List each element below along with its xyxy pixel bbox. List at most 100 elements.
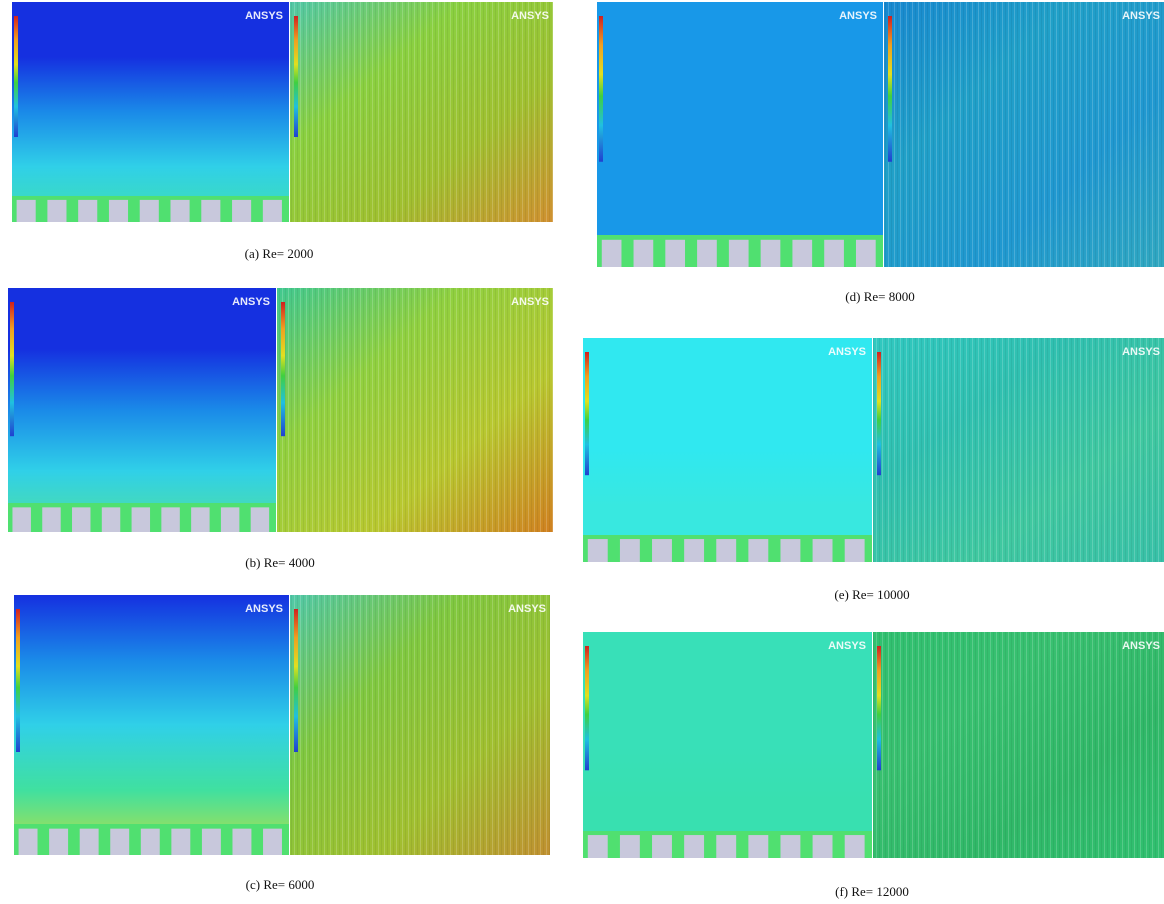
fin [201,200,220,222]
fin [697,240,717,267]
fin [729,240,749,267]
legend-bar [877,352,881,475]
fin [191,507,209,532]
fin [716,539,736,562]
fin [780,539,800,562]
fin [232,829,251,855]
fin [824,240,844,267]
fin [72,507,90,532]
temperature-field [12,2,289,222]
caption: (b) Re= 4000 [245,555,314,570]
legend-bar [585,646,589,770]
fin [17,200,36,222]
fin [251,507,269,532]
temperature-field [14,595,289,855]
fin [684,539,704,562]
fin [792,240,812,267]
caption: (e) Re= 10000 [834,587,909,602]
fin [140,200,159,222]
fin [49,829,68,855]
fin [634,240,654,267]
ansys-logo: ANSYS [839,10,877,22]
ansys-logo: ANSYS [232,296,270,308]
caption: (d) Re= 8000 [845,289,914,304]
panel: ANSYS ANSYS (f) Re= 12000 [583,632,1164,899]
fin [813,539,833,562]
fin [78,200,97,222]
panel: ANSYS ANSYS (d) Re= 8000 [597,2,1164,304]
panel: ANSYS ANSYS (a) Re= 2000 [12,2,553,261]
legend-bar [16,609,20,752]
caption: (f) Re= 12000 [835,884,909,899]
fin [845,539,865,562]
legend-bar [599,16,603,162]
temperature-field [583,632,872,858]
ansys-logo: ANSYS [511,10,549,22]
fin [263,829,282,855]
fin [109,200,128,222]
streaks [277,288,553,532]
fin [42,507,60,532]
fin [102,507,120,532]
legend-bar [14,16,18,137]
fin [161,507,179,532]
fin [602,240,622,267]
page: {"figure": {"panels": [ {"caption": "(a)… [0,0,1164,904]
fin [232,200,251,222]
fin [620,835,640,858]
temperature-field [597,2,883,267]
fin [748,539,768,562]
caption: (a) Re= 2000 [245,246,314,261]
legend-bar [281,302,285,436]
ansys-logo: ANSYS [1122,10,1160,22]
fin [263,200,282,222]
fin [141,829,160,855]
fin [856,240,876,267]
fin [761,240,781,267]
fin [684,835,704,858]
fin [221,507,239,532]
streaks [290,2,553,222]
temperature-field [583,338,872,562]
fin [780,835,800,858]
fin [588,539,608,562]
fin [80,829,99,855]
figure: ANSYS ANSYS (a) Re= 2000 ANSYS ANSYS (b) Re= … [0,0,1164,904]
legend-bar [585,352,589,475]
ansys-logo: ANSYS [245,603,283,615]
fin [665,240,685,267]
fin [748,835,768,858]
temperature-field [8,288,276,532]
ansys-logo: ANSYS [508,603,546,615]
ansys-logo: ANSYS [828,346,866,358]
legend-bar [294,16,298,137]
panel: ANSYS ANSYS (b) Re= 4000 [8,288,553,570]
legend-bar [294,609,298,752]
fin [652,835,672,858]
ansys-logo: ANSYS [1122,346,1160,358]
fin [620,539,640,562]
fin [12,507,30,532]
fin [202,829,221,855]
streaks [873,632,1164,858]
fin [171,200,190,222]
fin [171,829,190,855]
fin [132,507,150,532]
fin [652,539,672,562]
legend-bar [877,646,881,770]
ansys-logo: ANSYS [245,10,283,22]
fin [813,835,833,858]
panel: ANSYS ANSYS (e) Re= 10000 [583,338,1164,602]
fin [47,200,66,222]
caption: (c) Re= 6000 [246,877,315,892]
streaks [884,2,1164,267]
streaks [873,338,1164,562]
ansys-logo: ANSYS [511,296,549,308]
ansys-logo: ANSYS [828,640,866,652]
fin [716,835,736,858]
fin [110,829,129,855]
ansys-logo: ANSYS [1122,640,1160,652]
fin [19,829,38,855]
legend-bar [10,302,14,436]
legend-bar [888,16,892,162]
